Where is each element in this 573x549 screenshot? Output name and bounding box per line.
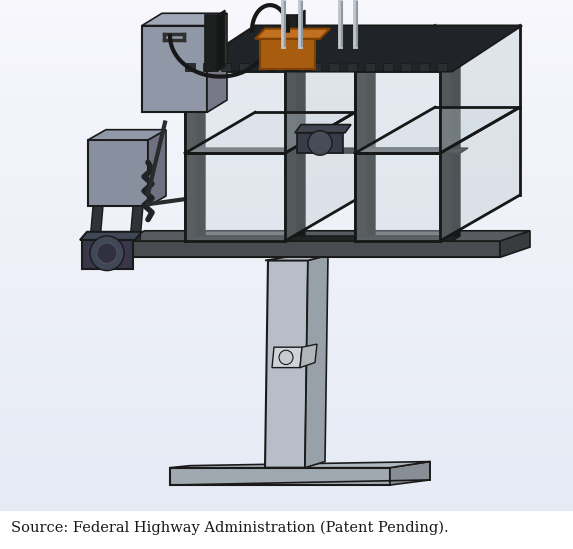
Polygon shape — [355, 107, 520, 153]
Polygon shape — [185, 153, 285, 241]
Polygon shape — [300, 344, 317, 368]
Polygon shape — [293, 63, 303, 71]
Polygon shape — [285, 15, 297, 71]
Polygon shape — [440, 25, 520, 153]
Polygon shape — [115, 231, 530, 241]
Polygon shape — [257, 63, 267, 71]
Polygon shape — [297, 133, 343, 153]
Polygon shape — [367, 66, 375, 241]
Polygon shape — [142, 13, 227, 25]
Polygon shape — [80, 232, 142, 240]
Polygon shape — [390, 462, 430, 485]
Polygon shape — [205, 15, 217, 71]
Polygon shape — [305, 255, 328, 468]
Polygon shape — [197, 66, 205, 241]
Polygon shape — [185, 63, 195, 71]
Polygon shape — [207, 13, 227, 113]
Polygon shape — [88, 130, 166, 140]
Circle shape — [308, 131, 332, 155]
Polygon shape — [217, 10, 225, 71]
Polygon shape — [500, 231, 530, 257]
Polygon shape — [185, 236, 460, 241]
Polygon shape — [148, 130, 166, 206]
Polygon shape — [311, 63, 321, 71]
Polygon shape — [401, 63, 411, 71]
Polygon shape — [355, 153, 440, 241]
Polygon shape — [185, 25, 522, 71]
Polygon shape — [452, 66, 460, 241]
Polygon shape — [265, 255, 328, 260]
Circle shape — [97, 243, 117, 264]
Polygon shape — [285, 71, 297, 241]
Circle shape — [279, 350, 293, 365]
Polygon shape — [383, 63, 393, 71]
Polygon shape — [170, 462, 430, 468]
Polygon shape — [82, 240, 133, 268]
Polygon shape — [285, 113, 355, 241]
Polygon shape — [297, 66, 305, 241]
Polygon shape — [329, 63, 339, 71]
Polygon shape — [365, 63, 375, 71]
Text: Source: Federal Highway Administration (Patent Pending).: Source: Federal Highway Administration (… — [11, 520, 449, 535]
Polygon shape — [239, 63, 249, 71]
Polygon shape — [185, 71, 197, 241]
Polygon shape — [419, 63, 429, 71]
Polygon shape — [260, 39, 315, 69]
Polygon shape — [355, 25, 520, 71]
Polygon shape — [221, 63, 231, 71]
Polygon shape — [265, 260, 308, 468]
Polygon shape — [185, 66, 460, 71]
Polygon shape — [285, 31, 355, 153]
Polygon shape — [130, 206, 143, 241]
Polygon shape — [170, 468, 390, 485]
Polygon shape — [355, 148, 468, 153]
Polygon shape — [275, 63, 285, 71]
Polygon shape — [355, 71, 367, 241]
Polygon shape — [355, 71, 440, 153]
Polygon shape — [297, 10, 305, 71]
Circle shape — [90, 236, 124, 271]
Polygon shape — [440, 71, 452, 241]
Polygon shape — [255, 29, 330, 39]
Polygon shape — [440, 107, 520, 241]
Polygon shape — [295, 125, 351, 133]
Polygon shape — [437, 63, 447, 71]
Polygon shape — [272, 347, 302, 368]
Polygon shape — [185, 71, 285, 153]
Polygon shape — [115, 241, 500, 257]
Polygon shape — [88, 140, 148, 206]
Polygon shape — [185, 31, 355, 71]
Polygon shape — [142, 25, 207, 113]
Polygon shape — [347, 63, 357, 71]
Polygon shape — [185, 148, 460, 153]
Polygon shape — [185, 113, 355, 153]
Polygon shape — [203, 63, 213, 71]
Polygon shape — [90, 206, 103, 241]
